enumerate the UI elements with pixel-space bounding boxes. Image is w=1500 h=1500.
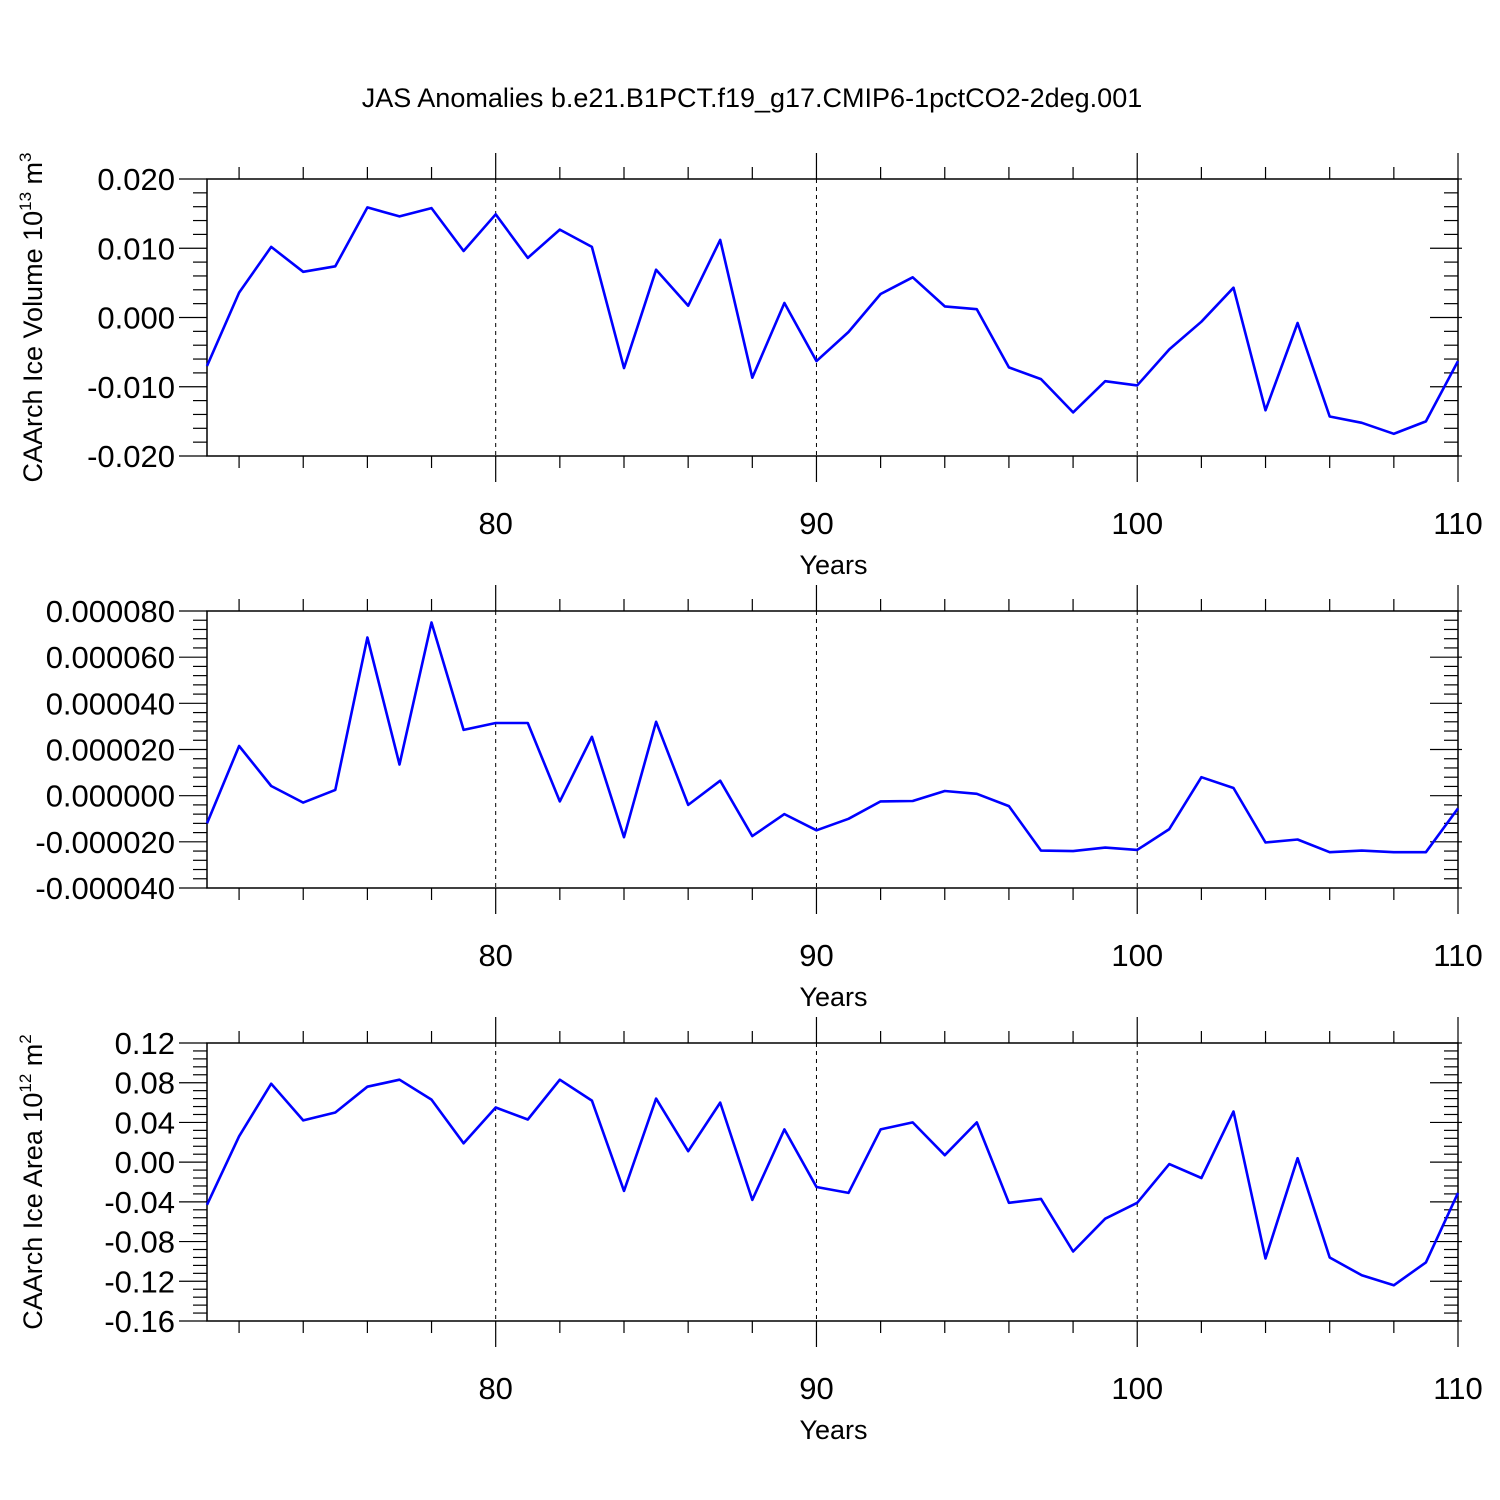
series-line-1 <box>205 206 1460 436</box>
y-axis-label-unit-exponent: 2 <box>16 1034 35 1043</box>
chart-title: JAS Anomalies b.e21.B1PCT.f19_g17.CMIP6-… <box>362 83 1142 113</box>
x-tick-label: 80 <box>478 1371 512 1406</box>
x-tick-label: 90 <box>799 1371 833 1406</box>
x-tick-label: 110 <box>1433 506 1482 541</box>
y-tick-label: 0.12 <box>115 1026 175 1061</box>
x-tick-label: 80 <box>478 506 512 541</box>
x-tick-label: 110 <box>1433 1371 1482 1406</box>
x-tick-label: 80 <box>478 938 512 973</box>
y-tick-label: 0.000 <box>97 301 175 336</box>
y-tick-label: -0.000020 <box>35 825 175 860</box>
y-axis-label-text: CAArch Ice Area 10 <box>18 1093 48 1330</box>
x-tick-label: 110 <box>1433 938 1482 973</box>
plot-frame <box>206 178 1459 457</box>
y-tick-label: -0.04 <box>104 1185 175 1220</box>
panel-2: 80 90 100 110 Years -0.000040 -0.000020 0.00000… <box>35 585 1483 1012</box>
y-axis-label: CAArch Ice Area 1012 m2 <box>16 1034 48 1330</box>
series-line-1 <box>205 621 1460 854</box>
x-tick-label: 90 <box>799 506 833 541</box>
plot-frame <box>206 1042 1459 1322</box>
y-axis-label: CAArch Ice Volume 1013 m3 <box>16 152 48 482</box>
x-tick-label: 90 <box>799 938 833 973</box>
y-axis-label-exponent: 12 <box>16 1074 35 1093</box>
x-tick-label: 100 <box>1111 938 1163 973</box>
y-tick-label: 0.010 <box>97 231 175 266</box>
y-tick-label: 0.04 <box>115 1105 175 1140</box>
y-tick-label: -0.12 <box>104 1264 175 1299</box>
y-axis-label-text: CAArch Ice Volume 10 <box>18 211 48 483</box>
x-tick-label: 100 <box>1111 1371 1163 1406</box>
y-axis-label-unit: m <box>18 162 48 192</box>
chart-panels: 80 90 100 110 Years -0.020 -0.010 0.000 0.010 0.0… <box>16 152 1483 1445</box>
y-tick-label: 0.08 <box>115 1066 175 1101</box>
y-tick-label: 0.000080 <box>46 594 175 629</box>
y-tick-label: 0.00 <box>115 1145 175 1180</box>
y-tick-label: 0.000000 <box>46 779 175 814</box>
y-tick-label: -0.020 <box>87 439 175 474</box>
y-axis-label-exponent: 13 <box>16 192 35 211</box>
y-tick-label: -0.010 <box>87 370 175 405</box>
y-tick-label: 0.000060 <box>46 640 175 675</box>
y-tick-label: -0.000040 <box>35 871 175 906</box>
y-tick-label: 0.000020 <box>46 733 175 768</box>
y-tick-label: -0.16 <box>104 1304 175 1339</box>
x-axis-label: Years <box>799 1415 867 1445</box>
y-tick-label: 0.000040 <box>46 686 175 721</box>
y-tick-label: 0.020 <box>97 162 175 197</box>
panel-3: 80 90 100 110 Years -0.16 -0.12 -0.08 -0.04 0.00 0… <box>16 1017 1483 1445</box>
y-axis-label-unit-exponent: 3 <box>16 152 35 161</box>
panel-1: 80 90 100 110 Years -0.020 -0.010 0.000 0.010 0.0… <box>16 152 1483 580</box>
y-axis-label-unit: m <box>18 1044 48 1074</box>
x-tick-label: 100 <box>1111 506 1163 541</box>
x-axis-label: Years <box>799 982 867 1012</box>
x-axis-label: Years <box>799 550 867 580</box>
series-line-1 <box>205 1078 1460 1287</box>
y-tick-label: -0.08 <box>104 1225 175 1260</box>
